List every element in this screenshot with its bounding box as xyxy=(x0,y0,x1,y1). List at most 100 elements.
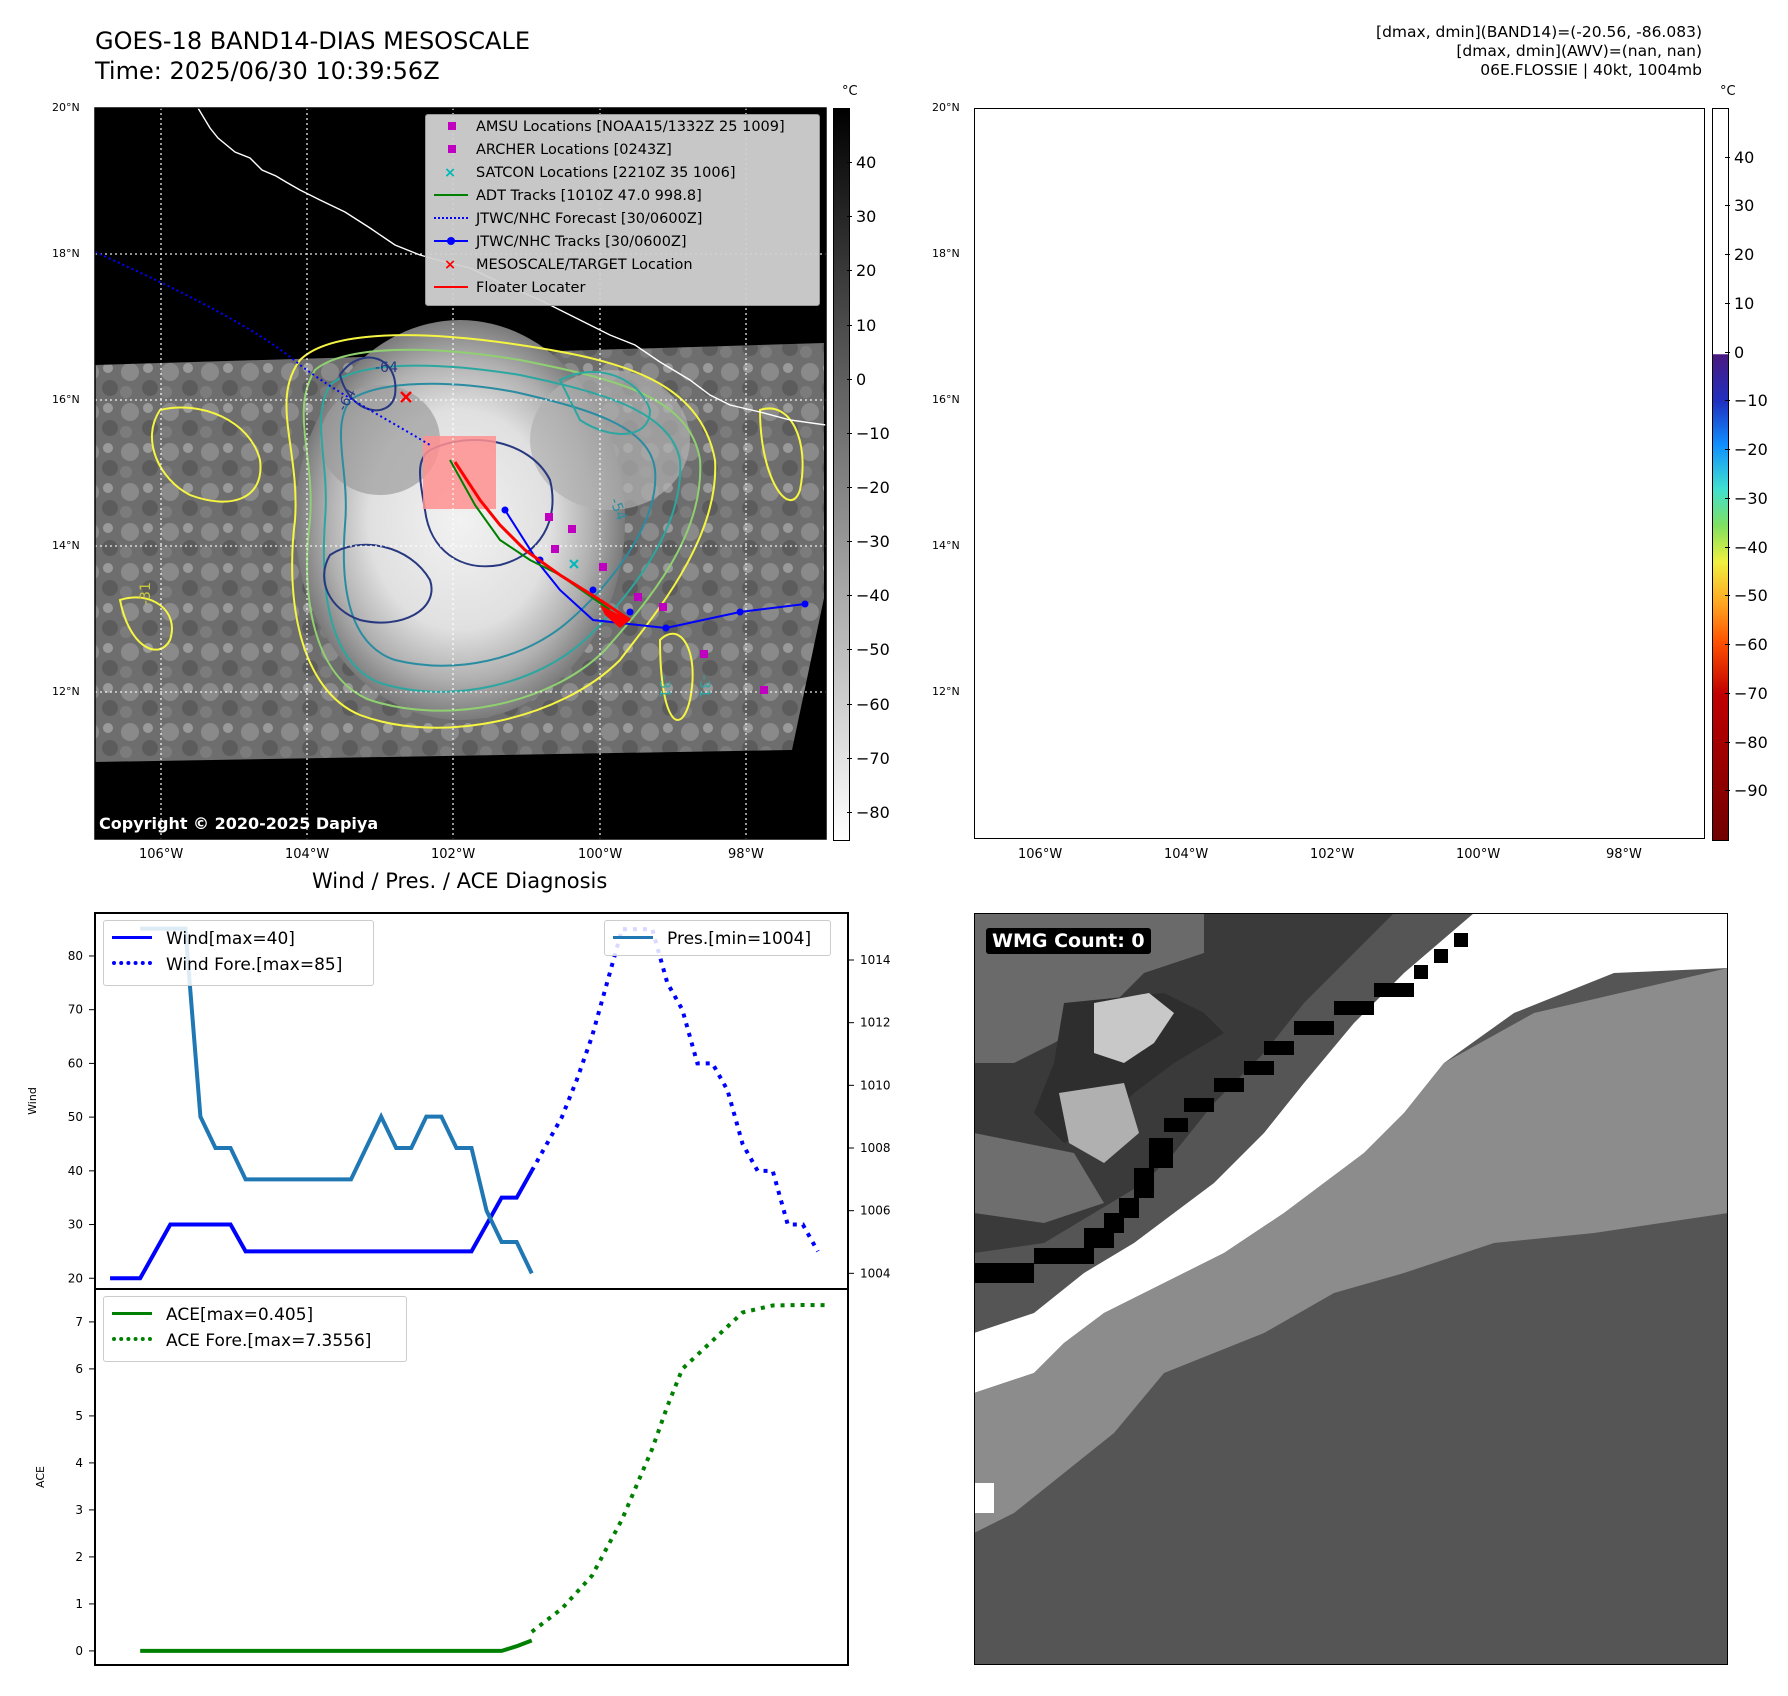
legend-item-target: × MESOSCALE/TARGET Location xyxy=(444,257,693,273)
colorbar-tick-label: −40 xyxy=(1734,537,1768,557)
contour-label: -31 xyxy=(656,675,672,698)
y2-tick-label: 1010 xyxy=(860,1078,891,1092)
colorbar-tick-label: −90 xyxy=(1734,781,1768,801)
map-legend: AMSU Locations [NOAA15/1332Z 25 1009] AR… xyxy=(425,114,820,306)
ace-series-line-1 xyxy=(530,1302,826,1634)
y2-tick-label: 1008 xyxy=(860,1141,891,1155)
x-marker-icon: × xyxy=(444,165,457,181)
colorbar-tick-mark xyxy=(1725,692,1730,694)
y2-tick-label: 1006 xyxy=(860,1204,891,1218)
colorbar-unit: °C xyxy=(842,84,858,99)
wmg-count-badge: WMG Count: 0 xyxy=(986,928,1151,954)
awv-map-panel xyxy=(974,108,1705,839)
figure-title-line2: Time: 2025/06/30 10:39:56Z xyxy=(95,57,440,85)
dotted-line-icon xyxy=(434,217,468,219)
info-line2: [dmax, dmin](AWV)=(nan, nan) xyxy=(1456,42,1702,60)
colorbar-tick-mark xyxy=(847,487,852,489)
legend-item-wind: Wind[max=40] xyxy=(112,929,295,949)
y-tick-label: 30 xyxy=(68,1218,83,1232)
colorbar-tick-label: −30 xyxy=(1734,488,1768,508)
y-tick-label: 1 xyxy=(75,1597,83,1611)
line-dot-icon xyxy=(434,237,468,245)
colorbar-tick-mark xyxy=(847,757,852,759)
y2-tick-label: 1014 xyxy=(860,953,891,967)
lon-label: 104°W xyxy=(1164,847,1209,862)
info-text: [dmax, dmin](BAND14)=(-20.56, -86.083) [… xyxy=(1376,23,1702,80)
colorbar-tick-mark xyxy=(1725,741,1730,743)
colorbar-tick-mark xyxy=(847,216,852,218)
contour-label: -64 xyxy=(375,360,398,376)
legend-item-amsu: AMSU Locations [NOAA15/1332Z 25 1009] xyxy=(434,119,785,135)
info-line1: [dmax, dmin](BAND14)=(-20.56, -86.083) xyxy=(1376,23,1702,41)
lat-label: 16°N xyxy=(52,393,80,406)
colorbar-tick-mark xyxy=(847,162,852,164)
line-marker-icon xyxy=(112,936,152,939)
awv-colorbar xyxy=(1712,108,1729,841)
colorbar-tick-mark xyxy=(1725,449,1730,451)
colorbar-tick-label: −70 xyxy=(1734,683,1768,703)
contour-label: -31 xyxy=(696,675,712,698)
colorbar-unit: °C xyxy=(1720,84,1736,99)
ace-legend: ACE[max=0.405] ACE Fore.[max=7.3556] xyxy=(103,1296,407,1362)
dotted-line-icon xyxy=(112,1337,152,1341)
colorbar-tick-label: 40 xyxy=(1734,147,1755,167)
colorbar-tick-mark xyxy=(1725,351,1730,353)
lat-label: 18°N xyxy=(932,247,960,260)
ace-plot-frame xyxy=(94,1288,849,1666)
legend-item-tracks: JTWC/NHC Tracks [30/0600Z] xyxy=(434,234,687,250)
y-tick-label: 5 xyxy=(75,1409,83,1423)
y2-tick-label: 1012 xyxy=(860,1016,891,1030)
colorbar-tick-label: 10 xyxy=(1734,293,1755,313)
y-tick-label: 70 xyxy=(68,1003,83,1017)
colorbar-tick-label: −40 xyxy=(856,586,890,606)
colorbar-tick-label: −20 xyxy=(1734,440,1768,460)
colorbar-tick-mark xyxy=(847,649,852,651)
line-marker-icon xyxy=(613,936,653,939)
legend-item-wind-fore: Wind Fore.[max=85] xyxy=(112,955,342,975)
diagnosis-chart: 80706050403020101410121010100810061004Wi… xyxy=(26,912,891,1666)
square-marker-icon xyxy=(448,122,456,130)
lat-label: 20°N xyxy=(932,101,960,114)
series-line-0 xyxy=(110,1169,534,1281)
x-marker-icon: × xyxy=(444,257,457,273)
colorbar-tick-mark xyxy=(1725,790,1730,792)
y-tick-label: 50 xyxy=(68,1110,83,1124)
lon-label: 100°W xyxy=(578,847,623,862)
colorbar-tick-label: 10 xyxy=(856,315,877,335)
contour-label: -54 xyxy=(606,496,629,523)
legend-item-forecast: JTWC/NHC Forecast [30/0600Z] xyxy=(434,211,702,227)
y-tick-label: 40 xyxy=(68,1164,83,1178)
lat-label: 12°N xyxy=(52,685,80,698)
legend-item-adt: ADT Tracks [1010Z 47.0 998.8] xyxy=(434,188,702,204)
colorbar-tick-mark xyxy=(1725,595,1730,597)
colorbar-tick-mark xyxy=(847,811,852,813)
legend-item-ace-fore: ACE Fore.[max=7.3556] xyxy=(112,1331,371,1351)
colorbar-tick-mark xyxy=(1725,497,1730,499)
colorbar-tick-mark xyxy=(847,703,852,705)
y-tick-label: 6 xyxy=(75,1362,83,1376)
colorbar-tick-mark xyxy=(847,595,852,597)
lon-label: 106°W xyxy=(139,847,184,862)
colorbar-tick-mark xyxy=(847,541,852,543)
square-marker-icon xyxy=(448,145,456,153)
legend-item-floater: Floater Locater xyxy=(434,280,585,296)
wind-legend: Wind[max=40] Wind Fore.[max=85] xyxy=(103,920,374,986)
y-tick-label: 4 xyxy=(75,1456,83,1470)
y-tick-label: 2 xyxy=(75,1550,83,1564)
colorbar-tick-label: −60 xyxy=(856,694,890,714)
colorbar-tick-label: 20 xyxy=(856,261,877,281)
y-tick-label: 80 xyxy=(68,949,83,963)
colorbar-tick-mark xyxy=(1725,400,1730,402)
colorbar-tick-mark xyxy=(1725,205,1730,207)
legend-item-satcon: × SATCON Locations [2210Z 35 1006] xyxy=(444,165,736,181)
colorbar-tick-mark xyxy=(1725,254,1730,256)
y-tick-label: 60 xyxy=(68,1056,83,1070)
line-marker-icon xyxy=(434,286,468,288)
colorbar-tick-mark xyxy=(1725,644,1730,646)
dotted-line-icon xyxy=(112,961,152,965)
legend-item-archer: ARCHER Locations [0243Z] xyxy=(434,142,672,158)
pressure-legend: Pres.[min=1004] xyxy=(604,920,831,956)
y2-tick-label: 1004 xyxy=(860,1266,891,1280)
info-line3: 06E.FLOSSIE | 40kt, 1004mb xyxy=(1480,61,1702,79)
legend-item-pressure: Pres.[min=1004] xyxy=(613,929,811,949)
